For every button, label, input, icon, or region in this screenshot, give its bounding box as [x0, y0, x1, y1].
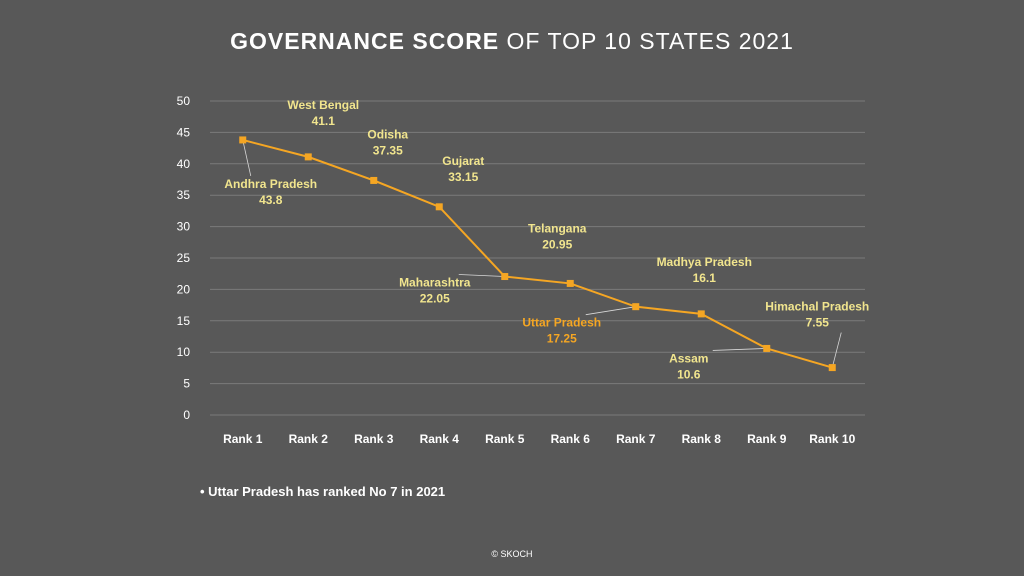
x-tick-label: Rank 10	[809, 432, 855, 446]
data-point	[501, 273, 509, 281]
data-label-state: Telangana	[528, 221, 587, 235]
leader-line	[242, 139, 252, 177]
x-tick-label: Rank 4	[420, 432, 460, 446]
data-point	[632, 303, 640, 311]
data-label-state: Andhra Pradesh	[224, 177, 317, 191]
x-tick-label: Rank 7	[616, 432, 656, 446]
data-label-value: 20.95	[542, 237, 572, 251]
x-tick-label: Rank 9	[747, 432, 787, 446]
data-label-value: 16.1	[693, 271, 717, 285]
x-tick-label: Rank 5	[485, 432, 525, 446]
leader-line	[458, 274, 505, 277]
data-label-value: 37.35	[373, 143, 403, 157]
footnote: • Uttar Pradesh has ranked No 7 in 2021	[200, 484, 446, 499]
chart-title: GOVERNANCE SCORE OF TOP 10 STATES 2021	[0, 28, 1024, 55]
y-tick-label: 0	[183, 408, 190, 422]
data-label-value: 41.1	[312, 114, 336, 128]
y-tick-label: 50	[177, 94, 191, 108]
data-labels: Andhra Pradesh 43.8 West Bengal 41.1 Odisha 3…	[224, 98, 869, 382]
y-tick-label: 10	[177, 345, 191, 359]
y-axis-ticks: 0 5 10 15 20 25 30 35 40 45 50	[177, 94, 191, 422]
y-tick-label: 45	[177, 125, 191, 139]
data-point	[697, 310, 705, 318]
data-label-state: West Bengal	[287, 98, 359, 112]
y-tick-label: 20	[177, 282, 191, 296]
x-tick-label: Rank 3	[354, 432, 394, 446]
data-label-state: Maharashtra	[399, 276, 471, 290]
data-label-value: 7.55	[806, 316, 830, 330]
leader-line	[585, 306, 636, 316]
y-tick-label: 35	[177, 188, 191, 202]
data-markers	[239, 136, 836, 372]
series-line	[242, 138, 833, 369]
data-label-value: 17.25	[547, 332, 577, 346]
copyright: © SKOCH	[491, 549, 533, 559]
label-leaders	[242, 139, 842, 368]
data-label-value: 33.15	[448, 170, 478, 184]
data-point	[239, 136, 247, 144]
leader-line	[712, 348, 767, 351]
data-point	[828, 364, 836, 372]
data-point	[763, 344, 771, 352]
data-label-state: Madhya Pradesh	[657, 255, 752, 269]
data-point	[435, 203, 443, 211]
data-label-value: 22.05	[420, 292, 450, 306]
y-tick-label: 15	[177, 314, 191, 328]
leader-line	[831, 332, 842, 368]
data-label-state: Assam	[669, 351, 708, 365]
x-tick-label: Rank 1	[223, 432, 263, 446]
x-tick-label: Rank 6	[551, 432, 591, 446]
x-tick-label: Rank 8	[682, 432, 722, 446]
y-tick-label: 40	[177, 157, 191, 171]
data-point	[304, 153, 312, 161]
data-label-state: Gujarat	[442, 154, 484, 168]
y-tick-label: 25	[177, 251, 191, 265]
y-tick-label: 5	[183, 377, 190, 391]
data-label-state: Himachal Pradesh	[765, 300, 869, 314]
title-rest: OF TOP 10 STATES 2021	[499, 28, 794, 54]
y-tick-label: 30	[177, 220, 191, 234]
data-point	[370, 176, 378, 184]
data-label-value: 10.6	[677, 367, 701, 381]
data-point	[566, 279, 574, 287]
title-bold: GOVERNANCE SCORE	[230, 28, 500, 54]
data-label-value: 43.8	[259, 193, 283, 207]
grid-lines	[210, 100, 865, 416]
data-label-state: Odisha	[367, 127, 408, 141]
x-tick-label: Rank 2	[289, 432, 329, 446]
x-axis-ticks: Rank 1 Rank 2 Rank 3 Rank 4 Rank 5 Rank 6 Rank…	[223, 432, 856, 446]
data-label-state: Uttar Pradesh	[522, 316, 601, 330]
